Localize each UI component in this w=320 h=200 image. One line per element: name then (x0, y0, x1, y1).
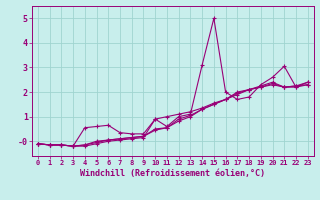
X-axis label: Windchill (Refroidissement éolien,°C): Windchill (Refroidissement éolien,°C) (80, 169, 265, 178)
